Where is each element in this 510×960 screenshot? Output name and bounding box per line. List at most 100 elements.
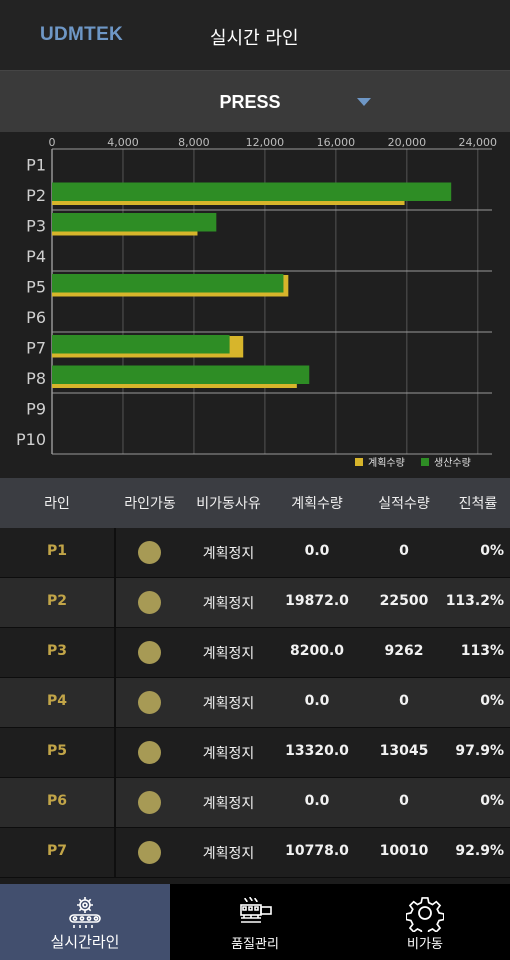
cell-actual: 0 (399, 793, 409, 809)
nav-label: 비가동 (407, 937, 443, 952)
cell-plan: 0.0 (304, 693, 330, 709)
cell-plan: 10778.0 (285, 843, 349, 859)
nav-downtime[interactable]: 비가동 (340, 884, 510, 960)
status-indicator (138, 541, 161, 564)
production-bar-chart: 0 4,000 8,000 12,000 16,000 20,000 24,000 P1 P2 P… (0, 132, 510, 478)
bar-actual (52, 365, 310, 384)
legend-label-actual: 생산수량 (434, 457, 471, 469)
gear-icon (406, 897, 444, 932)
cell-plan: 8200.0 (289, 643, 345, 659)
table-row[interactable]: P7 계획정지 10778.0 10010 92.9% (0, 828, 510, 878)
cell-line: P5 (46, 743, 67, 759)
cell-reason: 계획정지 (202, 646, 255, 662)
caret-down-icon (357, 98, 371, 106)
header-reason: 비가동사유 (196, 496, 261, 512)
page-title: 실시간 라인 (210, 28, 299, 49)
table-header: 라인 라인가동 비가동사유 계획수량 실적수량 진척률 (0, 478, 510, 528)
bar-actual (52, 335, 230, 354)
cell-reason: 계획정지 (202, 746, 255, 762)
chart-svg: 0 4,000 8,000 12,000 16,000 20,000 24,000 P1 P2 P… (16, 136, 498, 469)
line-type-dropdown[interactable]: PRESS (0, 70, 510, 133)
header-actual: 실적수량 (378, 496, 430, 512)
y-tick-label: P7 (26, 338, 46, 357)
legend-label-plan: 계획수량 (368, 457, 405, 469)
status-indicator (138, 841, 161, 864)
cell-actual: 0 (399, 693, 409, 709)
status-indicator (138, 741, 161, 764)
nav-quality[interactable]: 품질관리 (170, 884, 340, 960)
header-running: 라인가동 (124, 496, 176, 512)
status-indicator (138, 791, 161, 814)
cell-rate: 0% (480, 543, 504, 559)
table-row[interactable]: P4 계획정지 0.0 0 0% (0, 678, 510, 728)
cell-line: P4 (46, 693, 67, 709)
legend-swatch-actual (421, 458, 429, 466)
x-tick-label: 16,000 (317, 136, 356, 149)
y-tick-label: P2 (26, 186, 46, 205)
x-tick-label: 20,000 (388, 136, 427, 149)
y-tick-label: P5 (26, 277, 46, 296)
y-tick-label: P10 (16, 430, 46, 449)
x-tick-label: 24,000 (459, 136, 498, 149)
table-row[interactable]: P1 계획정지 0.0 0 0% (0, 528, 510, 578)
header-plan: 계획수량 (291, 496, 343, 512)
column-divider (114, 778, 116, 827)
cell-line: P2 (46, 593, 67, 609)
brand-logo: UDMTEK (40, 24, 124, 45)
y-tick-label: P8 (26, 369, 46, 388)
quality-icon (240, 896, 272, 923)
legend-swatch-plan (355, 458, 363, 466)
bar-actual (52, 274, 284, 293)
status-indicator (138, 691, 161, 714)
nav-label: 실시간라인 (50, 933, 120, 951)
cell-rate: 0% (480, 693, 504, 709)
cell-plan: 0.0 (304, 543, 330, 559)
x-tick-label: 0 (49, 136, 56, 149)
cell-plan: 0.0 (304, 793, 330, 809)
cell-reason: 계획정지 (202, 596, 255, 612)
column-divider (114, 628, 116, 677)
table-row[interactable]: P6 계획정지 0.0 0 0% (0, 778, 510, 828)
column-divider (114, 528, 116, 577)
cell-actual: 10010 (379, 843, 429, 859)
header-line: 라인 (44, 496, 70, 512)
bottom-navigation: 실시간라인 품질관리 비가동 (0, 884, 510, 960)
cell-rate: 0% (480, 793, 504, 809)
y-tick-label: P6 (26, 308, 46, 327)
table-row[interactable]: P3 계획정지 8200.0 9262 113% (0, 628, 510, 678)
header-rate: 진척률 (458, 496, 498, 512)
status-indicator (138, 591, 161, 614)
table-row[interactable]: P5 계획정지 13320.0 13045 97.9% (0, 728, 510, 778)
cell-reason: 계획정지 (202, 696, 255, 712)
cell-reason: 계획정지 (202, 546, 255, 562)
cell-rate: 113% (460, 643, 504, 659)
cell-actual: 9262 (384, 643, 424, 659)
table-row[interactable]: P2 계획정지 19872.0 22500 113.2% (0, 578, 510, 628)
bar-actual (52, 182, 452, 201)
x-tick-label: 8,000 (178, 136, 210, 149)
cell-rate: 113.2% (445, 593, 504, 609)
top-bar: UDMTEK 실시간 라인 (0, 0, 510, 70)
x-tick-label: 12,000 (246, 136, 285, 149)
y-tick-label: P3 (26, 216, 46, 235)
cell-line: P3 (46, 643, 67, 659)
x-tick-label: 4,000 (107, 136, 139, 149)
status-indicator (138, 641, 161, 664)
line-table-body: P1 계획정지 0.0 0 0% P2 계획정지 19872.0 22500 1… (0, 528, 510, 878)
nav-label: 품질관리 (231, 937, 279, 952)
column-divider (114, 828, 116, 877)
bar-actual (52, 213, 217, 232)
column-divider (114, 728, 116, 777)
cell-actual: 13045 (379, 743, 429, 759)
cell-line: P1 (46, 543, 67, 559)
cell-actual: 0 (399, 543, 409, 559)
cell-reason: 계획정지 (202, 796, 255, 812)
nav-realtime-line[interactable]: 실시간라인 (0, 884, 170, 960)
gear-conveyor-icon (69, 897, 101, 928)
cell-rate: 92.9% (455, 843, 504, 859)
column-divider (114, 578, 116, 627)
cell-plan: 19872.0 (285, 593, 349, 609)
y-tick-label: P9 (26, 399, 46, 418)
cell-rate: 97.9% (455, 743, 504, 759)
cell-line: P6 (46, 793, 67, 809)
